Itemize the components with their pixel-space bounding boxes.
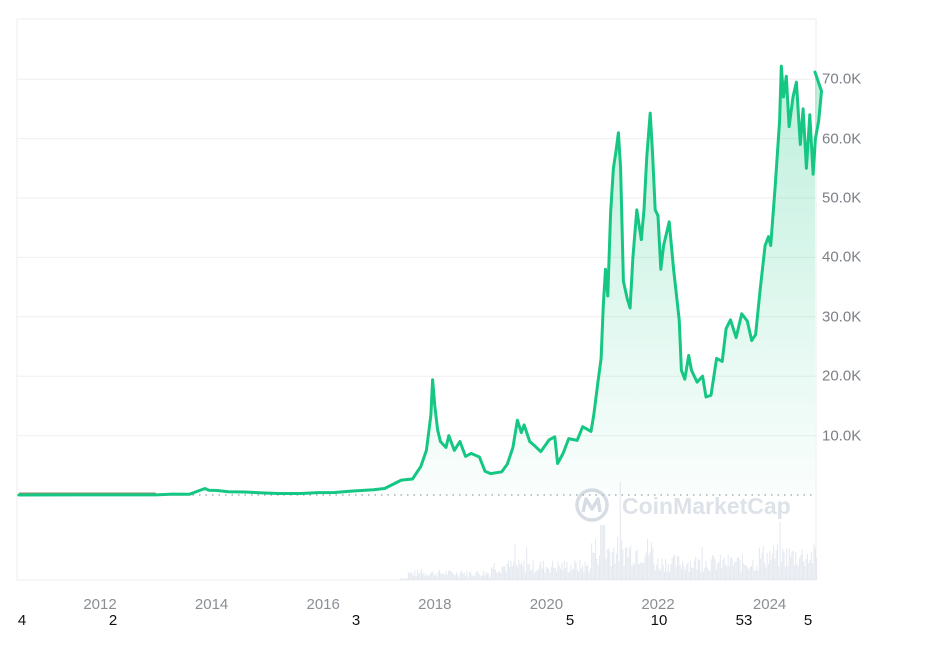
x-tick-label: 2022 [641,596,675,613]
stray-number: 2 [108,612,118,629]
x-tick-label: 2020 [529,596,564,613]
stray-number: 5 [565,612,575,629]
price-line [17,64,823,497]
y-tick-label: 30.0K [822,308,862,326]
x-tick-label: 2016 [306,596,340,613]
stray-number: 4 [17,612,27,629]
stray-number: 53 [735,612,753,629]
x-tick-label: 2024 [752,596,787,613]
volume-bars [400,481,818,580]
svg-text:CoinMarketCap: CoinMarketCap [622,493,791,519]
x-tick-label: 2014 [194,596,229,613]
stray-number: 3 [351,612,361,629]
price-area-fill [19,66,822,495]
y-tick-label: 40.0K [822,248,862,266]
stray-number: 10 [650,612,668,629]
y-tick-label: 10.0K [822,427,862,445]
x-tick-label: 2018 [418,596,452,613]
y-tick-label: 70.0K [822,70,862,88]
x-tick-label: 2012 [83,596,117,613]
stray-number: 5 [803,612,813,629]
y-tick-label: 20.0K [822,367,862,385]
coinmarketcap-watermark: CoinMarketCap [575,488,791,522]
y-tick-label: 60.0K [822,130,862,148]
y-tick-label: 50.0K [822,189,862,207]
